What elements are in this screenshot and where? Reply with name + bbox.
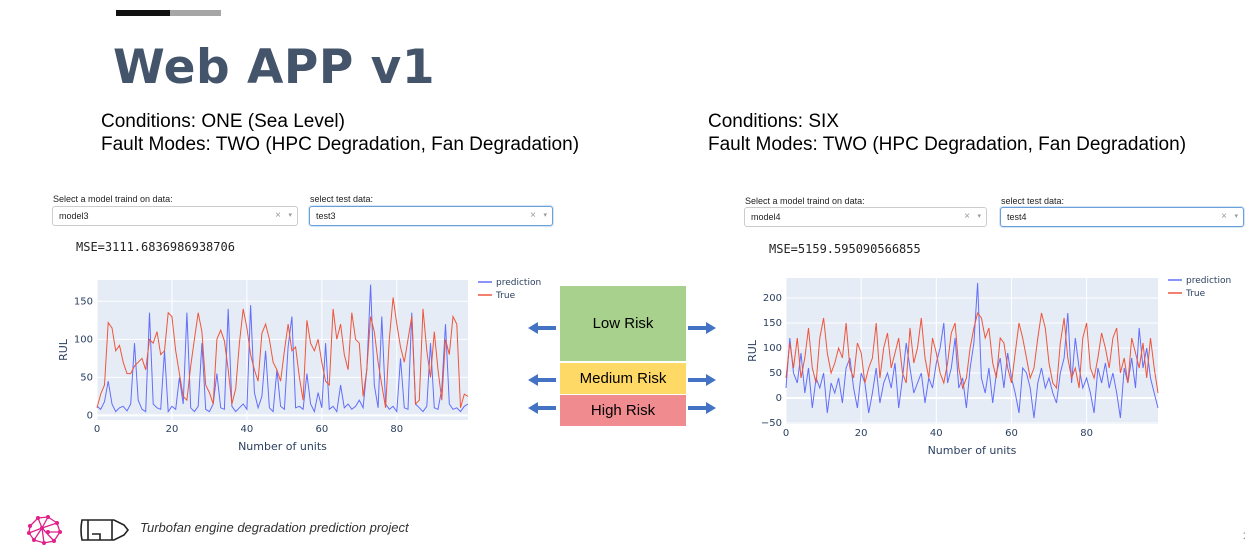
right-conditions: Conditions: SIX: [708, 111, 839, 132]
right-test-select[interactable]: test4 × ▾: [1000, 207, 1244, 227]
right-chart-legend-label: True: [1185, 289, 1206, 299]
left-chart-series-true: [96, 297, 469, 408]
left-chart-y-tick-label: 100: [74, 334, 93, 345]
left-conditions: Conditions: ONE (Sea Level): [101, 111, 345, 132]
arrow-right-icon: [688, 374, 716, 386]
clear-icon[interactable]: ×: [275, 210, 281, 221]
slide-title: Web APP v1: [113, 40, 436, 95]
right-chart-series-prediction: [785, 282, 1159, 419]
right-chart-y-tick-label: 0: [776, 393, 782, 404]
left-test-select[interactable]: test3 × ▾: [309, 206, 553, 226]
right-test-label: select test data:: [1001, 196, 1065, 206]
right-chart-x-tick-label: 40: [930, 428, 943, 439]
left-mse: MSE=3111.6836986938706: [76, 240, 235, 254]
arrow-left-icon: [528, 374, 556, 386]
brain-network-icon: [27, 515, 62, 545]
left-chart-legend-label: prediction: [496, 278, 541, 288]
high-risk-box: High Risk: [560, 395, 686, 426]
chevron-down-icon[interactable]: ▾: [288, 212, 292, 219]
left-chart-y-tick-label: 50: [80, 372, 93, 383]
left-rul-chart: 0 20 40 60 80 0 50 100 150 prediction True Number o…: [57, 278, 541, 453]
page-mark: :: [1242, 528, 1246, 542]
left-fault-modes: Fault Modes: TWO (HPC Degradation, Fan D…: [101, 134, 580, 155]
footer-caption: Turbofan engine degradation prediction p…: [140, 520, 409, 535]
right-model-label: Select a model traind on data:: [745, 196, 865, 206]
left-conditions-block: Conditions: ONE (Sea Level) Fault Modes:…: [101, 110, 579, 156]
arrow-left-icon: [528, 402, 556, 414]
right-conditions-block: Conditions: SIX Fault Modes: TWO (HPC De…: [708, 110, 1186, 156]
left-chart-y-axis-label: RUL: [57, 338, 70, 361]
right-chart-x-axis-label: Number of units: [928, 444, 1017, 457]
right-chart-x-tick-label: 20: [855, 428, 868, 439]
right-model-select[interactable]: model4 × ▾: [744, 207, 987, 227]
right-chart-y-tick-label: 50: [769, 368, 782, 379]
arrow-right-icon: [688, 402, 716, 414]
chevron-down-icon[interactable]: ▾: [977, 213, 981, 220]
right-chart-y-tick-label: 100: [763, 343, 782, 354]
left-test-label: select test data:: [310, 194, 374, 204]
left-chart-legend-label: True: [495, 291, 516, 301]
clear-icon[interactable]: ×: [964, 211, 970, 222]
right-chart-y-axis-label: RUL: [746, 339, 759, 362]
arrow-left-icon: [528, 322, 556, 334]
left-model-select[interactable]: model3 × ▾: [52, 206, 298, 226]
left-chart-x-axis-label: Number of units: [238, 440, 327, 453]
left-app-panel: Select a model traind on data: model3 × …: [48, 188, 568, 458]
right-app-panel: Select a model traind on data: model4 × …: [740, 188, 1250, 458]
left-test-value: test3: [316, 211, 336, 221]
clear-icon[interactable]: ×: [1221, 211, 1227, 222]
right-chart-x-tick-label: 60: [1005, 428, 1018, 439]
right-chart-series-true: [785, 311, 1159, 394]
accent-bar-light: [170, 10, 221, 16]
chevron-down-icon[interactable]: ▾: [1234, 213, 1238, 220]
turbofan-engine-icon: [80, 519, 130, 541]
right-test-value: test4: [1007, 212, 1027, 222]
accent-bar-dark: [116, 10, 170, 16]
clear-icon[interactable]: ×: [530, 210, 536, 221]
left-chart-y-tick-label: 0: [87, 410, 93, 421]
right-chart-y-tick-label: 200: [763, 293, 782, 304]
left-model-label: Select a model traind on data:: [53, 194, 173, 204]
left-chart-y-tick-label: 150: [74, 296, 93, 307]
left-chart-series-prediction: [96, 284, 469, 414]
low-risk-box: Low Risk: [560, 286, 686, 361]
right-chart-y-tick-label: −50: [761, 418, 782, 429]
left-chart-x-tick-label: 80: [390, 424, 403, 435]
chevron-down-icon[interactable]: ▾: [543, 212, 547, 219]
right-mse: MSE=5159.595090566855: [769, 242, 921, 256]
left-chart-x-tick-label: 20: [166, 424, 179, 435]
arrow-right-icon: [688, 322, 716, 334]
right-rul-chart: 0 20 40 60 80−50050100150200predictionTrueNu…: [746, 276, 1231, 457]
accent-bar: [116, 10, 221, 16]
left-model-value: model3: [59, 211, 89, 221]
right-chart-x-tick-label: 0: [783, 428, 789, 439]
left-chart-x-tick-label: 0: [94, 424, 100, 435]
medium-risk-box: Medium Risk: [560, 363, 686, 394]
left-chart-x-tick-label: 60: [315, 424, 328, 435]
right-chart-x-tick-label: 80: [1080, 428, 1093, 439]
right-model-value: model4: [751, 212, 781, 222]
right-chart-legend-label: prediction: [1186, 276, 1231, 286]
right-chart-y-tick-label: 150: [763, 318, 782, 329]
right-fault-modes: Fault Modes: TWO (HPC Degradation, Fan D…: [708, 134, 1187, 155]
left-chart-x-tick-label: 40: [241, 424, 254, 435]
